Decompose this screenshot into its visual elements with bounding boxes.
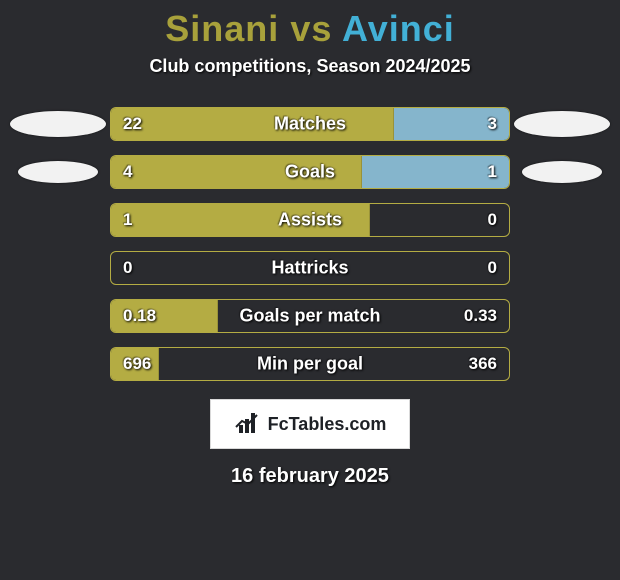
player2-placeholder-icon: [514, 111, 610, 137]
stat-value-left: 0.18: [123, 306, 156, 326]
stat-bar: 41Goals: [110, 155, 510, 189]
stat-bar-left: [111, 156, 362, 188]
stat-row: 696366Min per goal: [6, 347, 614, 381]
stat-bar-gap: [111, 252, 509, 284]
stats-rows: 223Matches41Goals10Assists00Hattricks0.1…: [0, 107, 620, 381]
stat-row: 00Hattricks: [6, 251, 614, 285]
chart-icon: [234, 413, 260, 435]
stat-row: 10Assists: [6, 203, 614, 237]
side-icon-left: [6, 111, 110, 137]
vs-text: vs: [290, 8, 332, 49]
stat-value-right: 0.33: [464, 306, 497, 326]
stat-bar: 696366Min per goal: [110, 347, 510, 381]
stat-row: 223Matches: [6, 107, 614, 141]
stat-bar: 00Hattricks: [110, 251, 510, 285]
stat-bar-left: [111, 204, 370, 236]
player2-placeholder-icon: [522, 161, 602, 183]
stat-value-left: 1: [123, 210, 132, 230]
side-icon-right: [510, 161, 614, 183]
stat-bar-gap: [159, 348, 509, 380]
stat-bar-left: [111, 108, 394, 140]
comparison-title: Sinani vs Avinci: [0, 8, 620, 50]
stat-bar: 0.180.33Goals per match: [110, 299, 510, 333]
stat-bar: 223Matches: [110, 107, 510, 141]
player1-name: Sinani: [165, 8, 279, 49]
stat-row: 41Goals: [6, 155, 614, 189]
stat-row: 0.180.33Goals per match: [6, 299, 614, 333]
stat-value-right: 0: [488, 258, 497, 278]
source-badge: FcTables.com: [210, 399, 410, 449]
stat-value-left: 0: [123, 258, 132, 278]
stat-bar: 10Assists: [110, 203, 510, 237]
stat-value-right: 3: [488, 114, 497, 134]
date-text: 16 february 2025: [0, 465, 620, 488]
player2-name: Avinci: [342, 8, 455, 49]
stat-value-left: 22: [123, 114, 142, 134]
player1-placeholder-icon: [18, 161, 98, 183]
player1-placeholder-icon: [10, 111, 106, 137]
badge-text: FcTables.com: [268, 414, 387, 435]
stat-value-right: 366: [469, 354, 497, 374]
stat-value-left: 4: [123, 162, 132, 182]
subtitle: Club competitions, Season 2024/2025: [0, 56, 620, 77]
stat-value-right: 1: [488, 162, 497, 182]
stat-value-left: 696: [123, 354, 151, 374]
side-icon-left: [6, 161, 110, 183]
stat-value-right: 0: [488, 210, 497, 230]
side-icon-right: [510, 111, 614, 137]
